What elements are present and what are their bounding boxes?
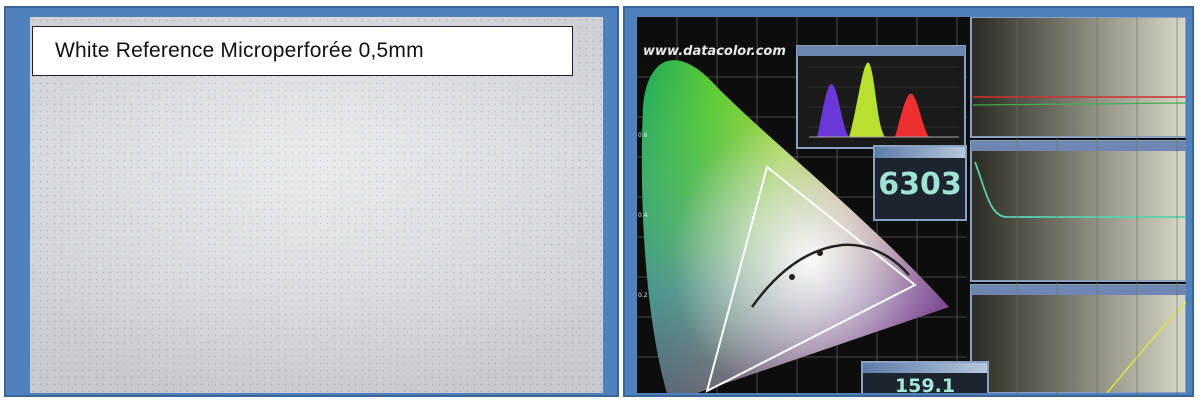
caption-text: White Reference Microperforée 0,5mm	[55, 39, 424, 62]
gamut-triangle	[705, 165, 917, 393]
color-temperature-window: 6303	[873, 145, 967, 221]
perforated-screen-photo	[30, 17, 603, 393]
svg-text:0.4: 0.4	[638, 212, 648, 219]
datacolor-url: www.datacolor.com	[643, 44, 786, 59]
caption-box: White Reference Microperforée 0,5mm	[32, 26, 573, 76]
calibration-screen-graphic: 0.6 0.4 0.2	[637, 17, 1186, 393]
luminance-value: 159.1 cd/m2	[894, 375, 956, 393]
spectrum-red-peak	[895, 93, 929, 137]
spectrum-green-peak	[849, 62, 885, 137]
right-photo-frame: 0.6 0.4 0.2	[623, 6, 1194, 397]
spectrum-blue-peak	[817, 83, 849, 137]
calibration-software-photo: 0.6 0.4 0.2	[637, 17, 1186, 393]
luminance-window: 159.1 cd/m2	[861, 361, 989, 393]
graph-panel-middle	[971, 141, 1186, 281]
graph-panel-top	[971, 17, 1186, 137]
left-photo-frame: White Reference Microperforée 0,5mm	[4, 6, 619, 397]
blackbody-curve	[750, 243, 910, 308]
graph-panel-bottom	[971, 285, 1186, 393]
window-title-bar	[875, 147, 965, 158]
svg-text:0.6: 0.6	[638, 132, 648, 139]
color-temperature-value: 6303	[878, 167, 962, 202]
window-title-bar	[863, 363, 987, 373]
svg-text:0.2: 0.2	[638, 292, 648, 299]
